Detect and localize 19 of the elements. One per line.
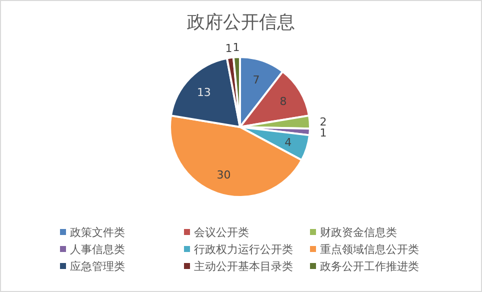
legend-label: 主动公开基本目录类 [194, 260, 293, 273]
data-label: 30 [216, 168, 231, 182]
data-label: 1 [320, 126, 327, 140]
data-label: 8 [280, 95, 287, 108]
data-label: 1 [232, 41, 240, 54]
chart-title: 政府公开信息 [187, 12, 295, 33]
legend-label: 会议公开类 [194, 226, 249, 239]
data-label: 7 [252, 73, 260, 86]
legend-label: 政务公开工作推进类 [320, 260, 419, 273]
legend-label: 重点领域信息公开类 [320, 243, 419, 256]
data-label: 4 [284, 136, 292, 150]
legend-label: 行政权力运行公开类 [194, 243, 293, 256]
data-label: 1 [225, 42, 232, 55]
legend-label: 财政资金信息类 [320, 226, 397, 239]
legend-label: 应急管理类 [70, 260, 125, 273]
legend-label: 人事信息类 [70, 243, 125, 256]
data-label: 2 [320, 115, 327, 128]
data-label: 13 [196, 86, 211, 99]
legend-label: 政策文件类 [70, 226, 125, 239]
